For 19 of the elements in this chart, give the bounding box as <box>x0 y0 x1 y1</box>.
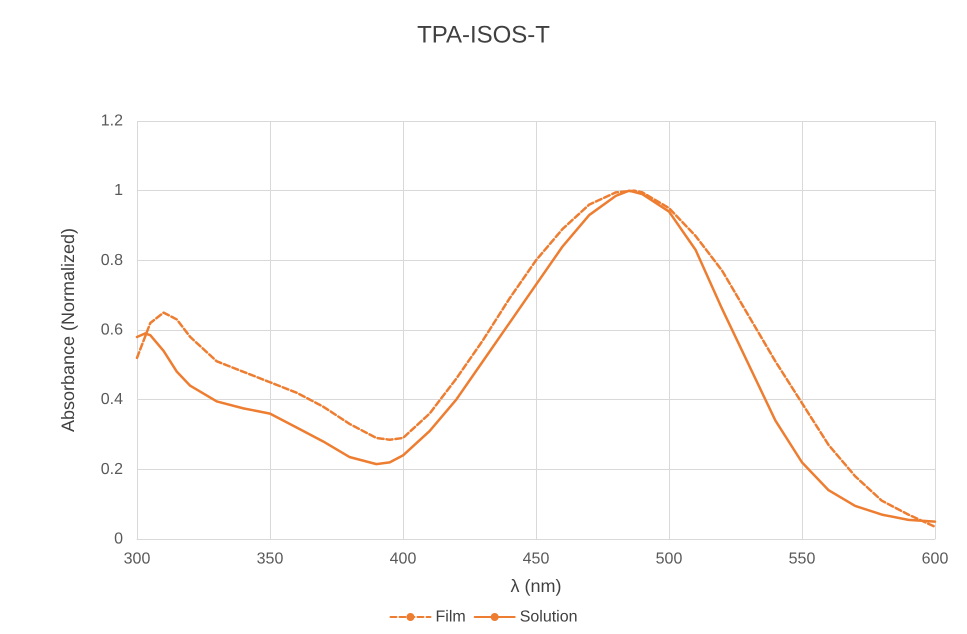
y-tick-label: 0.4 <box>100 391 124 408</box>
y-tick-label: 1.2 <box>100 112 124 130</box>
x-tick-label: 350 <box>256 550 284 568</box>
chart-title: TPA-ISOS-T <box>417 22 550 48</box>
x-axis-title: λ (nm) <box>510 576 562 596</box>
y-tick-label: 0 <box>114 530 124 548</box>
x-tick-label: 300 <box>124 550 150 568</box>
y-tick-label: 0.8 <box>100 252 124 269</box>
legend-label: Film <box>435 608 466 626</box>
x-tick-label: 550 <box>788 550 816 568</box>
y-tick-label: 1 <box>114 182 124 200</box>
y-axis-title: Absorbance (Normalized) <box>58 228 78 432</box>
x-tick-label: 450 <box>522 550 550 568</box>
x-tick-label: 600 <box>922 550 948 568</box>
x-tick-label: 400 <box>390 550 416 568</box>
legend-label: Solution <box>520 608 578 626</box>
y-tick-label: 0.2 <box>100 460 124 478</box>
y-tick-label: 0.6 <box>100 322 124 338</box>
x-tick-label: 500 <box>656 550 682 568</box>
